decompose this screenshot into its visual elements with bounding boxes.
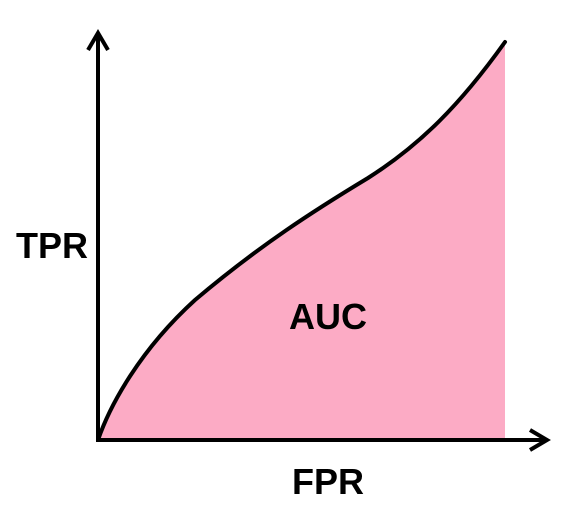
arrow-up-icon (86, 29, 110, 52)
x-axis-label: FPR (292, 461, 364, 502)
y-axis-label: TPR (16, 225, 88, 266)
auc-area (98, 42, 505, 440)
auc-label: AUC (289, 296, 367, 337)
arrow-right-icon (528, 428, 551, 452)
roc-curve (96, 40, 507, 442)
